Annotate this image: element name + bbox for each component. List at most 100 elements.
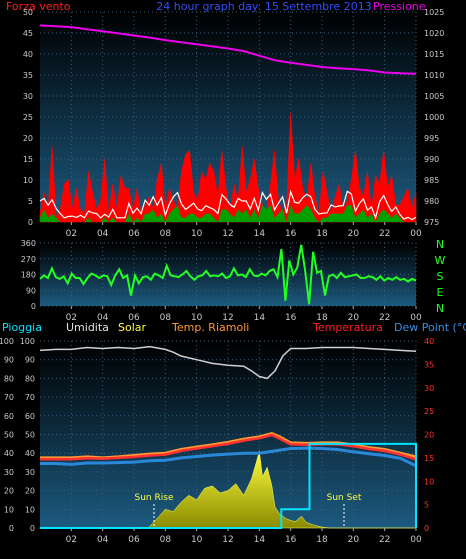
compass-letter-n-bottom: N — [436, 302, 444, 315]
series-humidity — [39, 345, 417, 380]
x-tick-label: 00 — [410, 229, 422, 239]
y-right-tick-label: 35 — [424, 360, 434, 369]
x-tick-label: 12 — [222, 229, 233, 239]
x-tick-label: 18 — [316, 229, 328, 239]
y-left-tick-label: 0 — [28, 218, 33, 227]
y-humidity-tick-label: 30 — [25, 468, 35, 477]
x-tick-label: 22 — [379, 313, 390, 323]
y-humidity-tick-label: 10 — [25, 505, 35, 514]
y-humidity-tick-label: 20 — [25, 487, 35, 496]
x-tick-label: 20 — [348, 229, 360, 239]
y-left-tick-label: 10 — [23, 176, 33, 185]
y-rain-tick-label: 40 — [4, 449, 14, 458]
x-tick-label: 02 — [66, 535, 77, 545]
legend-humidity: Umidita — [66, 321, 109, 334]
y-humidity-tick-label: 100 — [20, 337, 35, 346]
legend-rain: Pioggia — [2, 321, 42, 334]
y-rain-tick-label: 70 — [4, 393, 14, 402]
chart-date-title: 24 hour graph day: 15 Settembre 2013 — [156, 0, 371, 13]
x-tick-label: 04 — [97, 535, 109, 545]
compass-letter-e: E — [437, 286, 444, 299]
x-tick-label: 08 — [160, 229, 172, 239]
compass-letter-w: W — [435, 254, 446, 267]
y-rain-tick-label: 30 — [4, 468, 14, 477]
x-tick-label: 16 — [285, 535, 297, 545]
y-rain-tick-label: 10 — [4, 505, 14, 514]
x-tick-label: 20 — [348, 535, 360, 545]
y-right-tick-label: 1015 — [424, 50, 444, 59]
x-tick-label: 10 — [191, 229, 203, 239]
x-tick-label: 14 — [254, 313, 266, 323]
series-wind-avg — [39, 189, 417, 221]
y-right-tick-label: 1020 — [424, 29, 444, 38]
y-left-tick-label: 270 — [21, 255, 36, 264]
series-wind-low — [40, 205, 416, 222]
x-tick-label: 16 — [285, 229, 297, 239]
y-right-tick-label: 1010 — [424, 71, 444, 80]
y-right-tick-label: 15 — [424, 454, 434, 463]
y-right-tick-label: 990 — [424, 155, 439, 164]
y-rain-tick-label: 0 — [9, 524, 14, 533]
x-tick-label: 12 — [222, 313, 233, 323]
compass-letter-s: S — [437, 270, 444, 283]
y-right-tick-label: 25 — [424, 407, 434, 416]
series-dew-point — [40, 446, 417, 468]
y-humidity-tick-label: 80 — [25, 374, 35, 383]
y-humidity-tick-label: 90 — [25, 356, 35, 365]
legend-solar: Solar — [118, 321, 147, 334]
y-rain-tick-label: 80 — [4, 374, 14, 383]
series-pressure — [39, 24, 417, 75]
x-tick-label: 20 — [348, 313, 360, 323]
series-wind-direction — [39, 244, 417, 305]
y-right-tick-label: 30 — [424, 384, 434, 393]
y-right-tick-label: 1000 — [424, 113, 444, 122]
x-tick-label: 10 — [191, 535, 203, 545]
y-left-tick-label: 180 — [21, 271, 36, 280]
y-right-tick-label: 980 — [424, 197, 439, 206]
x-tick-label: 02 — [66, 229, 77, 239]
x-tick-label: 06 — [128, 535, 140, 545]
y-left-tick-label: 25 — [23, 113, 33, 122]
y-left-tick-label: 15 — [23, 155, 33, 164]
y-rain-tick-label: 50 — [4, 431, 14, 440]
x-tick-label: 04 — [97, 313, 109, 323]
x-tick-label: 10 — [191, 313, 203, 323]
y-rain-tick-label: 90 — [4, 356, 14, 365]
compass-letter-n-top: N — [436, 238, 444, 251]
x-tick-label: 22 — [379, 535, 390, 545]
x-tick-label: 00 — [410, 535, 422, 545]
y-humidity-tick-label: 60 — [25, 412, 35, 421]
y-humidity-tick-label: 70 — [25, 393, 35, 402]
x-tick-label: 02 — [66, 313, 77, 323]
y-left-tick-label: 0 — [31, 302, 36, 311]
legend-temperature: Temperatura — [312, 321, 383, 334]
x-tick-label: 00 — [410, 313, 422, 323]
y-right-tick-label: 975 — [424, 218, 439, 227]
y-humidity-tick-label: 40 — [25, 449, 35, 458]
series-wind-speed — [39, 112, 417, 223]
x-tick-label: 08 — [160, 313, 172, 323]
x-tick-label: 14 — [254, 535, 266, 545]
y-right-tick-label: 20 — [424, 431, 434, 440]
series-temperature — [40, 433, 417, 461]
y-right-tick-label: 1005 — [424, 92, 444, 101]
x-tick-label: 18 — [316, 535, 328, 545]
series-solar — [40, 450, 416, 529]
y-right-tick-label: 1025 — [424, 8, 444, 17]
x-tick-label: 04 — [97, 229, 109, 239]
y-right-tick-label: 5 — [424, 501, 429, 510]
x-tick-label: 14 — [254, 229, 266, 239]
x-tick-label: 22 — [379, 229, 390, 239]
sunset-label: Sun Set — [327, 493, 362, 503]
y-right-tick-label: 0 — [424, 524, 429, 533]
compass-letters: N W S E N — [435, 238, 446, 315]
y-right-tick-label: 985 — [424, 176, 439, 185]
wind-speed-title: Forza vento — [6, 0, 74, 13]
y-rain-tick-label: 100 — [0, 337, 14, 346]
y-left-tick-label: 360 — [21, 239, 36, 248]
y-left-tick-label: 90 — [26, 286, 36, 295]
y-left-tick-label: 45 — [23, 29, 33, 38]
series-rain — [40, 442, 417, 529]
x-tick-label: 12 — [222, 535, 233, 545]
